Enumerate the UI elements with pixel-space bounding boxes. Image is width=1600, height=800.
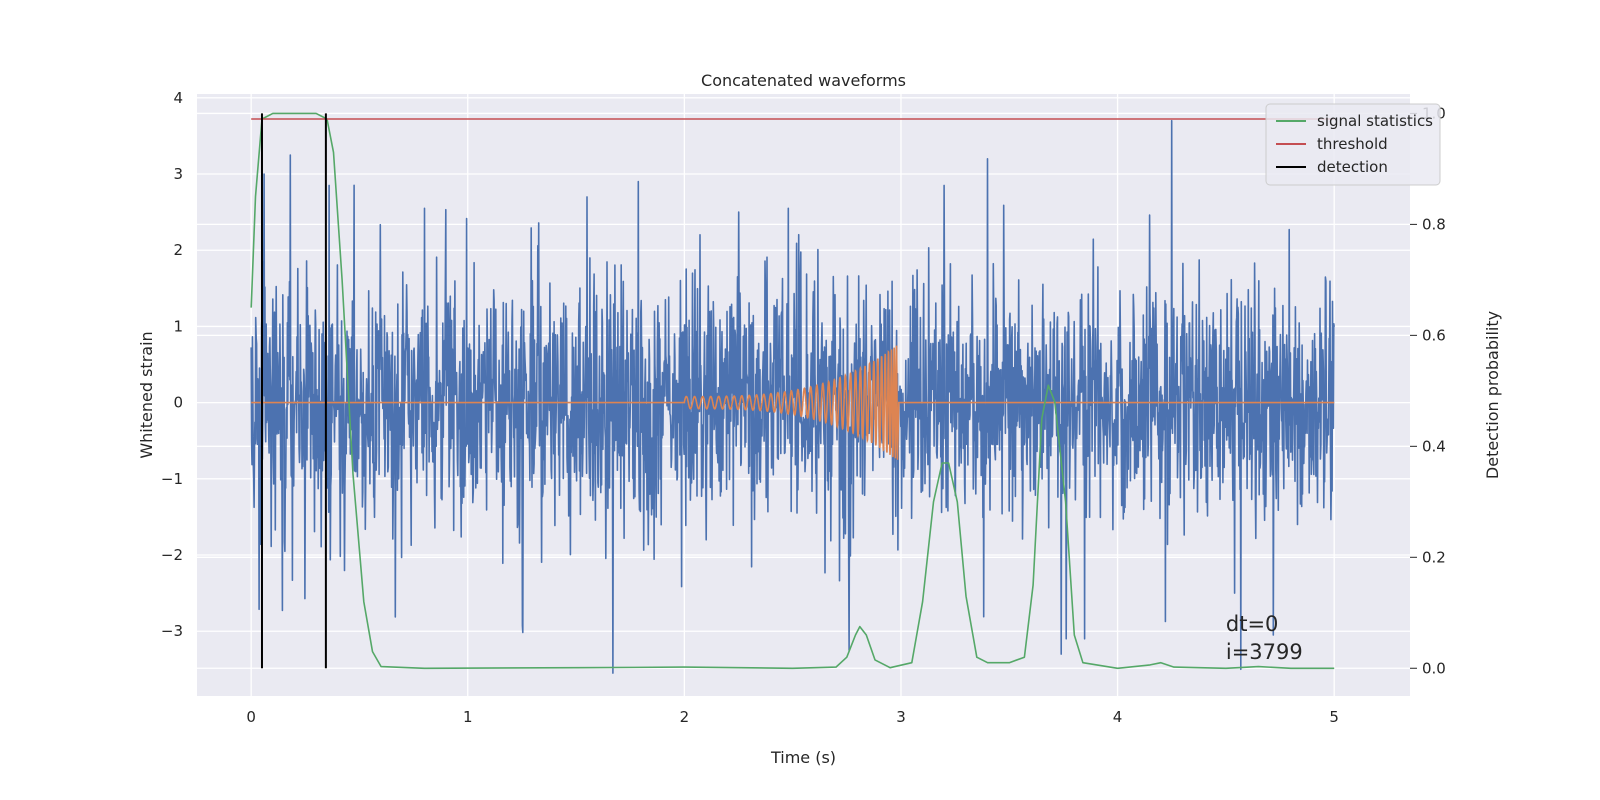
y-right-tick-label: 0.2 — [1422, 548, 1446, 566]
y-tick-label: −2 — [161, 546, 183, 564]
signal-statistics-line — [250, 112, 1335, 670]
x-tick-label: 3 — [896, 708, 906, 726]
y-right-tick-label: 0.0 — [1422, 659, 1446, 677]
series-layer — [250, 112, 1335, 674]
x-tick-label: 2 — [680, 708, 690, 726]
annotation-index: i=3799 — [1226, 640, 1303, 664]
y-tick-label: −3 — [161, 622, 183, 640]
legend-box — [1265, 103, 1441, 186]
y-tick-label: 3 — [173, 165, 183, 183]
y-tick-label: −1 — [161, 470, 183, 488]
legend-label: detection — [1317, 158, 1388, 176]
y-right-tick-label: 0.6 — [1422, 326, 1446, 344]
y-right-tick-label: 0.4 — [1422, 437, 1446, 455]
x-tick-label: 0 — [246, 708, 256, 726]
y-tick-label: 4 — [173, 89, 183, 107]
y-tick-label: 0 — [173, 394, 183, 412]
injection-chirp-line — [251, 345, 1335, 460]
y-axis-label-right: Detection probability — [1483, 311, 1502, 479]
x-tick-label: 4 — [1113, 708, 1123, 726]
legend: signal statistics threshold detection — [1265, 103, 1441, 186]
x-tick-label: 5 — [1329, 708, 1339, 726]
annotation-dt: dt=0 — [1226, 612, 1279, 636]
y-tick-label: 1 — [173, 317, 183, 335]
x-axis-label: Time (s) — [770, 748, 836, 767]
y-tick-label: 2 — [173, 241, 183, 259]
chart-title: Concatenated waveforms — [701, 71, 906, 90]
y-right-tick-label: 0.8 — [1422, 215, 1446, 233]
legend-label: threshold — [1317, 135, 1388, 153]
legend-label: signal statistics — [1317, 112, 1433, 130]
strain-noise-line — [250, 119, 1335, 674]
x-tick-label: 1 — [463, 708, 473, 726]
y-axis-label: Whitened strain — [137, 331, 156, 458]
